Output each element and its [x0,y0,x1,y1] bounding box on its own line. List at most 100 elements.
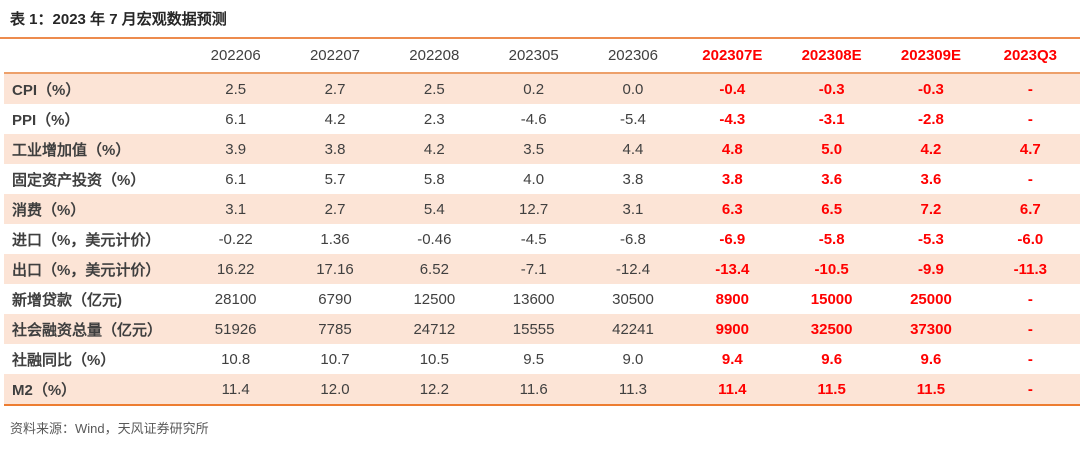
data-cell: 2.5 [423,80,445,98]
table-row: CPI（%） 2.5 2.7 2.5 0.2 0.0 -0.4 -0.3 -0.3 - [4,73,1080,104]
data-cell: 9.6 [920,350,942,368]
data-cell: 9.6 [821,350,843,368]
data-cell: -10.5 [814,260,849,278]
table-row: 新增贷款（亿元) 28100 6790 12500 13600 30500 8900 1500… [4,284,1080,314]
row-label: CPI（%） [12,81,81,99]
header-cell: 202309E [881,39,981,74]
data-cell: 12.7 [519,200,549,218]
data-cell: 24712 [413,320,456,338]
data-cell: 6.5 [821,200,843,218]
data-cell: - [1027,320,1033,338]
data-cell: 10.8 [221,350,251,368]
data-cell: - [1027,80,1033,98]
row-label: M2（%） [12,381,77,399]
row-label: 固定资产投资（%） [12,171,146,189]
data-cell: 9.4 [721,350,743,368]
data-cell: 30500 [612,290,654,308]
header-cell: 202208 [384,39,484,74]
data-cell: 4.7 [1019,140,1041,158]
data-cell: -4.5 [520,230,547,248]
row-label: 工业增加值（%） [12,141,131,159]
data-cell: -7.1 [520,260,547,278]
data-cell: 15555 [512,320,555,338]
data-cell: 11.4 [718,380,747,398]
header-cell-label [4,39,186,74]
data-cell: 2.3 [423,110,445,128]
data-cell: 3.8 [721,170,743,188]
data-cell: - [1027,380,1033,398]
data-cell: -11.3 [1013,260,1047,278]
data-cell: 5.0 [821,140,843,158]
header-cell: 202305 [483,39,584,74]
data-cell: 5.8 [423,170,445,188]
data-cell: 3.1 [622,200,644,218]
data-cell: -5.4 [620,110,646,128]
data-cell: 4.4 [622,140,644,158]
data-cell: 4.2 [423,140,445,158]
header-cell: 202207 [285,39,385,74]
table-row: 进口（%，美元计价） -0.22 1.36 -0.46 -4.5 -6.8 -6.9 -5.8… [4,224,1080,254]
row-label: 出口（%，美元计价） [12,261,161,279]
data-cell: 9.5 [523,350,545,368]
data-cell: 2.7 [324,80,346,98]
data-cell: 6.1 [225,170,247,188]
row-label: 消费（%） [12,201,86,219]
data-cell: -13.4 [715,260,750,278]
table-row: 出口（%，美元计价） 16.22 17.16 6.52 -7.1 -12.4 -13.4 -1… [4,254,1080,284]
table-title: 表 1：2023 年 7 月宏观数据预测 [10,11,227,28]
data-cell: 32500 [810,320,853,338]
data-cell: 5.4 [423,200,445,218]
header-row: 202206 202207 202208 202305 202306 202307E 202… [4,39,1080,74]
data-cell: 12500 [413,290,456,308]
data-cell: 6790 [318,290,352,308]
data-cell: 11.5 [916,380,946,398]
row-label: 社会融资总量（亿元） [12,321,163,339]
data-cell: -6.0 [1017,230,1044,248]
data-cell: -3.1 [818,110,845,128]
table-header: 202206 202207 202208 202305 202306 202307E 202… [4,39,1080,74]
data-cell: 3.6 [821,170,843,188]
table-body: CPI（%） 2.5 2.7 2.5 0.2 0.0 -0.4 -0.3 -0.3- PPI（%）… [4,73,1080,405]
data-cell: 15000 [810,290,853,308]
data-cell: -9.9 [918,260,944,278]
data-cell: 3.8 [324,140,346,158]
data-cell: 4.2 [324,110,346,128]
data-cell: -4.3 [719,110,746,128]
header-cell: 2023Q3 [980,39,1080,74]
data-cell: 25000 [910,290,952,308]
data-cell: 13600 [512,290,555,308]
data-cell: 9.0 [622,350,644,368]
data-cell: -0.3 [818,80,845,98]
row-label: 社融同比（%） [12,351,116,369]
data-cell: 17.16 [316,260,354,278]
data-cell: 4.0 [523,170,545,188]
header-cell: 202306 [583,39,683,74]
data-cell: -5.3 [918,230,944,248]
data-cell: - [1027,290,1033,308]
data-cell: 6.7 [1019,200,1041,218]
data-cell: 7.2 [920,200,942,218]
row-label: 进口（%，美元计价） [12,231,161,249]
data-cell: 42241 [612,320,654,338]
data-cell: -2.8 [918,110,944,128]
data-cell: 7785 [318,320,352,338]
table-row: 消费（%） 3.1 2.7 5.4 12.7 3.1 6.3 6.5 7.2 6.7 [4,194,1080,224]
macro-forecast-table: 202206 202207 202208 202305 202306 202307E 202… [4,39,1080,406]
row-label: 新增贷款（亿元) [12,291,122,309]
table-row: 工业增加值（%） 3.9 3.8 4.2 3.5 4.4 4.8 5.0 4.2 4.7 [4,134,1080,164]
data-cell: 16.22 [216,260,255,278]
table-row: PPI（%） 6.1 4.2 2.3 -4.6 -5.4 -4.3 -3.1 -2.8 - [4,104,1080,134]
data-cell: -4.6 [520,110,547,128]
data-cell: 11.4 [221,380,250,398]
data-cell: 0.0 [622,80,644,98]
title-rule [0,37,1080,39]
data-cell: 3.5 [523,140,545,158]
table-row: 社会融资总量（亿元） 51926 7785 24712 15555 42241 9900 32… [4,314,1080,344]
table-row: M2（%） 11.4 12.0 12.2 11.6 11.3 11.4 11.5 11.5 - [4,374,1080,405]
data-cell: 3.6 [920,170,942,188]
table-row: 社融同比（%） 10.8 10.7 10.5 9.5 9.0 9.4 9.6 9.6 - [4,344,1080,374]
data-cell: 5.7 [324,170,346,188]
table-row: 固定资产投资（%） 6.1 5.7 5.8 4.0 3.8 3.8 3.6 3.6 - [4,164,1080,194]
data-cell: 9900 [715,320,749,338]
